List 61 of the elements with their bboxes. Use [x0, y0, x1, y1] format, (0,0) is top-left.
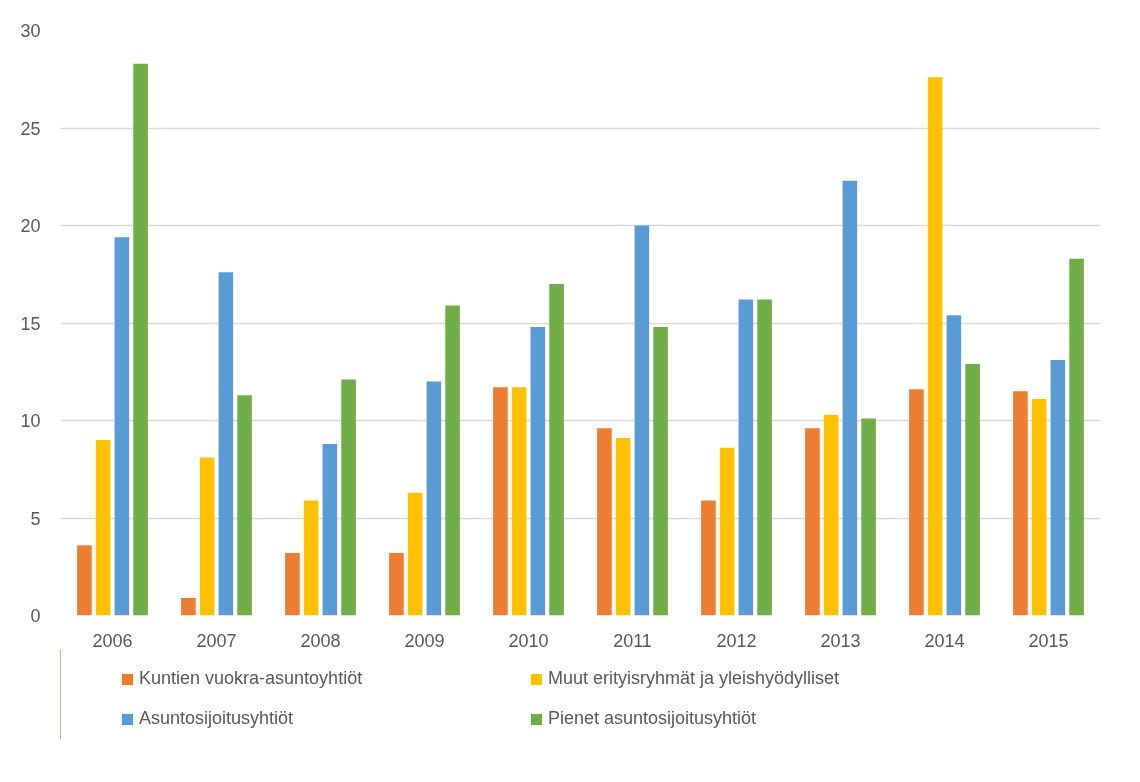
bar — [653, 326, 668, 616]
bar — [303, 500, 319, 616]
bar — [511, 387, 527, 616]
bar — [285, 553, 300, 616]
bar — [77, 545, 92, 616]
bar — [341, 379, 356, 616]
bar — [218, 272, 234, 616]
bar — [597, 428, 612, 616]
x-tick-label: 2011 — [613, 630, 652, 651]
legend-label: Muut erityisryhmät ja yleishyödylliset — [548, 668, 841, 689]
legend-label: Kuntien vuokra-asuntoyhtiöt — [139, 668, 364, 689]
bar — [946, 315, 962, 616]
x-tick-label: 2009 — [404, 630, 445, 651]
bar — [426, 381, 442, 616]
y-tick-label: 5 — [30, 508, 41, 529]
x-tick-label: 2010 — [508, 630, 549, 651]
x-tick-label: 2015 — [1028, 630, 1069, 651]
y-tick-label: 10 — [20, 411, 41, 431]
bar — [842, 180, 858, 616]
bar — [1050, 360, 1066, 616]
bar — [965, 363, 980, 616]
bar — [927, 77, 943, 616]
bar — [805, 428, 820, 616]
bar — [909, 389, 924, 616]
bar — [237, 395, 252, 616]
x-tick-label: 2012 — [716, 630, 757, 651]
bar — [530, 326, 546, 616]
legend-label: Pienet asuntosijoitusyhtiöt — [548, 708, 758, 729]
bar — [1069, 258, 1084, 616]
x-tick-label: 2008 — [300, 630, 341, 651]
legend-label: Asuntosijoitusyhtiöt — [139, 708, 295, 729]
bar — [615, 438, 631, 616]
bar — [133, 63, 148, 616]
x-tick-label: 2007 — [196, 630, 237, 651]
y-tick-label: 15 — [20, 313, 41, 334]
bar — [549, 284, 564, 616]
bar — [757, 299, 772, 616]
bar — [322, 443, 338, 616]
bar — [389, 553, 404, 616]
y-tick-label: 20 — [20, 216, 41, 236]
bar — [1013, 391, 1028, 616]
y-tick-label: 25 — [20, 118, 41, 139]
y-tick-label: 0 — [30, 606, 41, 626]
bar — [407, 492, 423, 616]
bar — [199, 457, 215, 616]
bar — [634, 225, 650, 616]
bar — [738, 299, 754, 616]
x-tick-label: 2006 — [92, 630, 133, 651]
x-tick-label: 2014 — [924, 630, 965, 651]
bar — [95, 440, 111, 616]
x-tick-label: 2013 — [820, 630, 861, 651]
bar — [861, 418, 876, 616]
bar — [701, 500, 716, 616]
bar — [719, 447, 735, 616]
bar — [114, 237, 130, 616]
bar — [1031, 399, 1047, 616]
bar — [181, 597, 196, 616]
bar — [823, 414, 839, 616]
y-tick-label: 30 — [20, 21, 41, 41]
bar — [493, 387, 508, 616]
bar — [445, 305, 460, 616]
